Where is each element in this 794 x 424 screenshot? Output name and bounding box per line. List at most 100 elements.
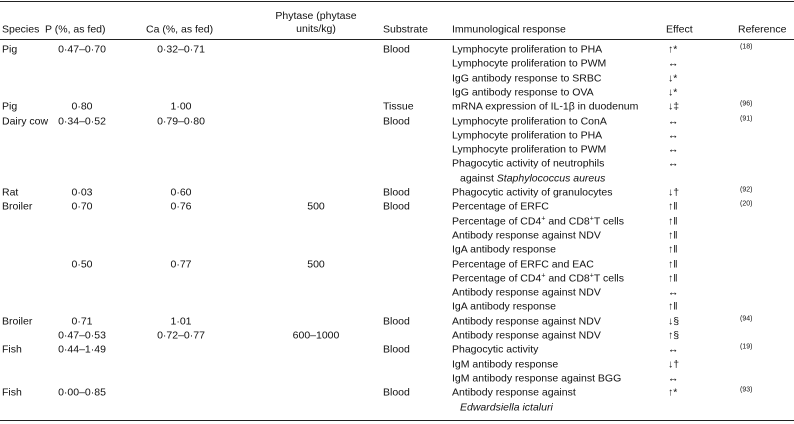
effect: ↔: [668, 143, 679, 156]
response: IgG antibody response to SRBC: [452, 72, 602, 85]
p-level: 0·50: [71, 258, 93, 270]
text-segment: Percentage of CD4: [452, 272, 542, 285]
ca-level: 1·00: [170, 100, 192, 113]
effect: ↑‖: [668, 300, 678, 313]
effect: ↑‖: [668, 215, 678, 228]
p-level: 0·70: [71, 200, 93, 213]
substrate: Blood: [383, 200, 410, 213]
phytase: 500: [307, 200, 325, 213]
response: Edwardsiella ictaluri: [460, 401, 553, 414]
reference: (20): [740, 200, 753, 208]
effect: ↔: [668, 157, 679, 170]
response: Antibody response against NDV: [452, 329, 601, 342]
column-header: Effect: [666, 23, 693, 36]
effect: ↑‖: [668, 229, 678, 242]
effect: ↔: [668, 115, 679, 127]
text-segment: T cells: [593, 272, 625, 285]
ca-level: 1·01: [170, 315, 192, 328]
substrate: Blood: [383, 315, 410, 328]
substrate: Tissue: [383, 100, 414, 113]
p-level: 0·03: [71, 186, 93, 199]
p-level: 0·00–0·85: [58, 386, 106, 399]
effect: ↓†: [668, 186, 680, 199]
text-segment: Staphylococcus aureus: [496, 172, 606, 185]
text-segment: Percentage of CD4: [452, 215, 542, 228]
response: Percentage of ERFC: [452, 200, 549, 213]
reference: (93): [740, 386, 753, 394]
response: Phagocytic activity of neutrophils: [452, 158, 604, 171]
effect: ↔: [668, 372, 679, 385]
bottom-rule: [0, 420, 794, 421]
column-header: Substrate: [383, 23, 428, 36]
effect: ↔: [668, 57, 679, 70]
effect: ↓*: [668, 72, 678, 85]
reference: (18): [740, 43, 753, 51]
response: Antibody response against NDV: [452, 286, 601, 299]
text-segment: +: [541, 272, 546, 280]
effect: ↑‖: [668, 200, 678, 213]
effect: ↑*: [668, 43, 678, 56]
species: Pig: [2, 43, 18, 56]
response: Antibody response against NDV: [452, 315, 601, 328]
text-segment: +: [589, 215, 594, 223]
response: against Staphylococcus aureus: [460, 172, 605, 185]
phytase: 600–1000: [292, 329, 340, 342]
text-segment: Edwardsiella ictaluri: [460, 401, 553, 413]
column-header: Immunological response: [452, 23, 566, 36]
column-header: Phytase (phytase units/kg): [275, 10, 357, 35]
response: IgA antibody response: [452, 243, 556, 256]
species: Pig: [2, 100, 18, 113]
p-level: 0·47–0·70: [58, 43, 106, 56]
substrate: Blood: [383, 343, 410, 356]
substrate: Blood: [383, 386, 410, 399]
response: Phagocytic activity of granulocytes: [452, 186, 613, 199]
effect: ↓*: [668, 86, 678, 99]
response: Antibody response against NDV: [452, 229, 601, 242]
effect: ↔: [668, 286, 679, 299]
column-header: P (%, as fed): [45, 23, 106, 36]
column-header: Ca (%, as fed): [146, 23, 214, 36]
ca-level: 0·32–0·71: [157, 43, 205, 56]
reference: (94): [740, 315, 753, 323]
effect: ↓†: [668, 358, 680, 371]
substrate: Blood: [383, 43, 410, 56]
p-level: 0·44–1·49: [58, 343, 106, 356]
p-level: 0·80: [71, 100, 93, 113]
text-segment: +: [589, 272, 594, 280]
response: Lymphocyte proliferation to PWM: [452, 57, 607, 70]
response: Percentage of CD4+ and CD8+T cells: [452, 272, 624, 285]
effect: ↔: [668, 343, 679, 356]
text-segment: T cells: [593, 215, 625, 228]
text-segment: and CD8: [545, 272, 590, 285]
substrate: Blood: [383, 115, 410, 127]
text-segment: against: [460, 172, 497, 185]
effect: ↑‖: [668, 243, 678, 256]
species: Broiler: [2, 200, 33, 213]
ca-level: 0·72–0·77: [157, 329, 205, 342]
text-segment: Phagocytic activity of neutrophils: [452, 157, 605, 170]
effect: ↑‖: [668, 258, 678, 270]
species: Broiler: [2, 315, 33, 328]
ca-level: 0·76: [170, 200, 192, 213]
response: IgG antibody response to OVA: [452, 86, 594, 99]
response: Antibody response against: [452, 387, 576, 400]
response: Lymphocyte proliferation to PHA: [452, 43, 603, 56]
effect: ↓‡: [668, 100, 680, 113]
effect: ↓§: [668, 315, 680, 328]
effect: ↑*: [668, 386, 678, 399]
effect: ↑‖: [668, 272, 678, 285]
species: Dairy cow: [2, 115, 49, 127]
substrate: Blood: [383, 186, 410, 199]
text-segment: +: [541, 215, 546, 223]
response: IgA antibody response: [452, 300, 556, 313]
species: Fish: [2, 386, 22, 399]
effect: ↔: [668, 129, 679, 142]
text-segment: Antibody response against: [452, 386, 576, 399]
response: Phagocytic activity: [452, 343, 539, 356]
p-level: 0·47–0·53: [58, 329, 106, 342]
response: IgM antibody response: [452, 358, 559, 371]
response: Lymphocyte proliferation to PHA: [452, 129, 603, 142]
ca-level: 0·60: [170, 186, 192, 199]
header-rule: [0, 39, 794, 40]
